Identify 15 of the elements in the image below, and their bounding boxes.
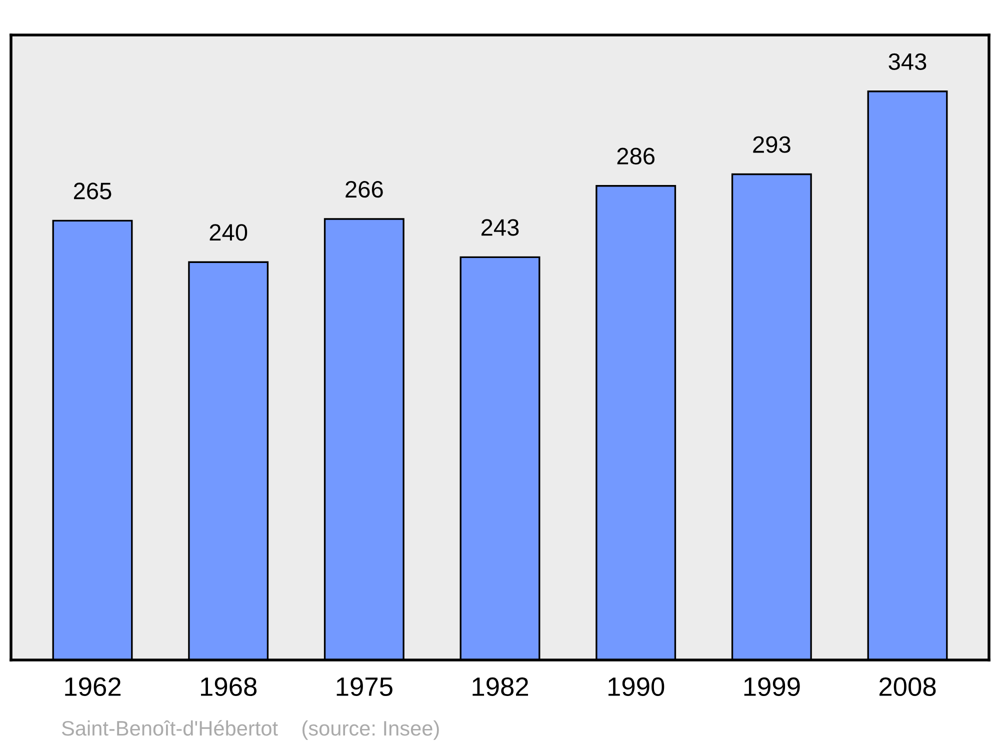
- x-tick-label: 1975: [336, 677, 392, 696]
- x-tick-label: 1990: [608, 677, 664, 696]
- x-tick-label: 2008: [879, 677, 936, 696]
- data-label: 240: [210, 224, 248, 241]
- text: Saint-Benoît-d'Hébertot (source: Insee): [62, 720, 439, 740]
- data-label: 293: [753, 136, 790, 153]
- x-tick-label: 1968: [200, 677, 257, 696]
- data-label: 265: [74, 182, 112, 200]
- data-label: 343: [888, 53, 926, 70]
- x-tick-label: 1982: [472, 677, 528, 696]
- data-label: 286: [617, 148, 654, 165]
- x-tick-label: 1962: [65, 677, 121, 696]
- x-tick-label: 1999: [744, 677, 800, 696]
- data-label: 266: [346, 180, 383, 198]
- data-label: 243: [481, 219, 519, 236]
